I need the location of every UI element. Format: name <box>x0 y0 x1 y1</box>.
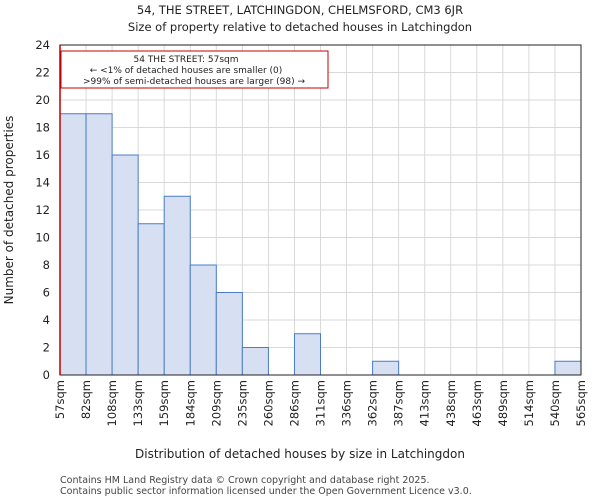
bar-235sqm <box>241 347 269 376</box>
x-tick-labels: 57sqm 82sqm 108sqm 133sqm 159sqm 184sqm 209sqm… <box>53 380 588 426</box>
x-tick-label: 362sqm <box>366 380 380 426</box>
y-tick-label: 20 <box>35 93 50 107</box>
x-axis-label: Distribution of detached houses by size … <box>135 447 465 461</box>
x-tick-label: 565sqm <box>574 380 588 426</box>
y-tick-label: 8 <box>43 258 50 272</box>
annotation-line2: ← <1% of detached houses are smaller (0) <box>90 66 283 76</box>
x-tick-label: 108sqm <box>105 380 119 426</box>
x-tick-label: 387sqm <box>392 380 406 426</box>
y-axis-label: Number of detached properties <box>2 116 16 305</box>
y-tick-label: 0 <box>43 368 50 382</box>
annotation-box: 54 THE STREET: 57sqm ← <1% of detached h… <box>60 50 329 89</box>
chart-title-line2: Size of property relative to detached ho… <box>128 20 472 34</box>
y-tick-label: 12 <box>35 203 50 217</box>
x-tick-label: 133sqm <box>131 380 145 426</box>
x-tick-label: 438sqm <box>444 380 458 426</box>
footer-line2: Contains public sector information licen… <box>60 486 472 497</box>
x-tick-label: 159sqm <box>157 380 171 426</box>
x-tick-label: 82sqm <box>79 380 93 419</box>
x-tick-label: 311sqm <box>314 380 328 426</box>
bar-108sqm <box>111 154 139 376</box>
x-tick-label: 286sqm <box>287 380 301 426</box>
x-tick-label: 336sqm <box>340 380 354 426</box>
bars <box>59 113 582 376</box>
y-tick-label: 6 <box>43 286 50 300</box>
bar-57sqm <box>59 113 87 376</box>
bar-362sqm <box>372 360 400 376</box>
x-tick-label: 413sqm <box>418 380 432 426</box>
annotation-line1: 54 THE STREET: 57sqm <box>134 55 239 65</box>
y-tick-label: 4 <box>43 313 50 327</box>
bar-209sqm <box>215 292 243 376</box>
footer-line1: Contains HM Land Registry data © Crown c… <box>60 475 430 486</box>
x-tick-label: 514sqm <box>522 380 536 426</box>
x-tick-label: 184sqm <box>183 380 197 426</box>
bar-184sqm <box>189 264 217 376</box>
x-tick-label: 235sqm <box>235 380 249 426</box>
x-tick-label: 260sqm <box>261 380 275 426</box>
bar-540sqm <box>554 360 582 376</box>
bar-82sqm <box>85 113 113 376</box>
x-tick-label: 463sqm <box>470 380 484 426</box>
y-tick-label: 16 <box>35 148 50 162</box>
bar-159sqm <box>163 195 191 376</box>
y-tick-label: 18 <box>35 121 50 135</box>
x-tick-label: 540sqm <box>548 380 562 426</box>
x-tick-label: 57sqm <box>53 380 67 419</box>
y-tick-label: 2 <box>43 341 50 355</box>
y-tick-label: 14 <box>35 176 50 190</box>
bar-133sqm <box>137 223 165 376</box>
chart-title-line1: 54, THE STREET, LATCHINGDON, CHELMSFORD,… <box>137 3 463 17</box>
y-tick-label: 24 <box>35 38 50 52</box>
x-tick-label: 489sqm <box>496 380 510 426</box>
x-tick-label: 209sqm <box>209 380 223 426</box>
y-tick-label: 10 <box>35 231 50 245</box>
y-tick-label: 22 <box>35 66 50 80</box>
annotation-line3: >99% of semi-detached houses are larger … <box>83 77 306 87</box>
bar-286sqm <box>293 333 322 376</box>
